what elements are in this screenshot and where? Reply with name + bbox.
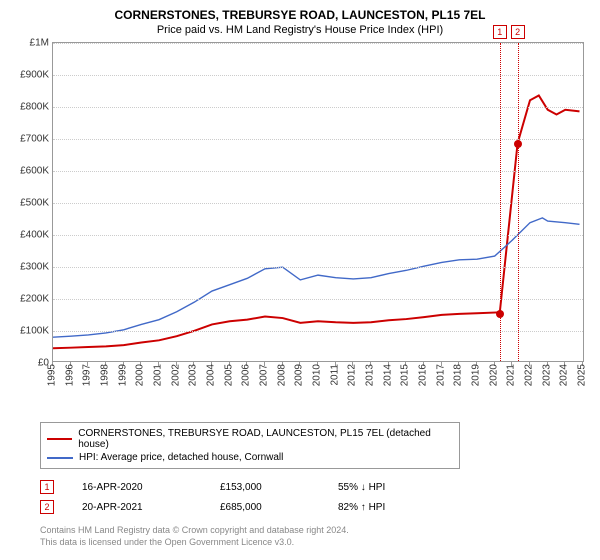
y-axis-label: £300K: [20, 262, 53, 273]
sale-row: 2 20-APR-2021 £685,000 82% ↑ HPI: [40, 497, 590, 517]
x-axis-label: 2013: [365, 364, 376, 386]
sale-row-price: £685,000: [220, 502, 310, 513]
gridline: [53, 171, 583, 172]
sale-row-index: 2: [40, 500, 54, 514]
footnote-line-1: Contains HM Land Registry data © Crown c…: [40, 525, 590, 537]
plot-area: £0£100K£200K£300K£400K£500K£600K£700K£80…: [52, 42, 584, 362]
sale-row-index: 1: [40, 480, 54, 494]
sale-row-date: 16-APR-2020: [82, 482, 192, 493]
gridline: [53, 299, 583, 300]
gridline: [53, 43, 583, 44]
y-axis-label: £600K: [20, 166, 53, 177]
x-axis-label: 2023: [541, 364, 552, 386]
x-axis-label: 2014: [382, 364, 393, 386]
sale-row: 1 16-APR-2020 £153,000 55% ↓ HPI: [40, 477, 590, 497]
x-axis-label: 2025: [577, 364, 588, 386]
x-axis-label: 2003: [188, 364, 199, 386]
gridline: [53, 235, 583, 236]
sale-marker: [514, 140, 522, 148]
sale-row-delta: 82% ↑ HPI: [338, 502, 385, 513]
sale-marker: [496, 310, 504, 318]
legend-item: HPI: Average price, detached house, Corn…: [47, 451, 453, 464]
gridline: [53, 267, 583, 268]
x-axis-label: 1999: [117, 364, 128, 386]
x-axis-label: 1998: [100, 364, 111, 386]
sale-row-price: £153,000: [220, 482, 310, 493]
sales-table: 1 16-APR-2020 £153,000 55% ↓ HPI 2 20-APR-202…: [40, 477, 590, 517]
x-axis-label: 2007: [259, 364, 270, 386]
x-axis-label: 1995: [47, 364, 58, 386]
x-axis-label: 2004: [206, 364, 217, 386]
chart-area: £0£100K£200K£300K£400K£500K£600K£700K£80…: [52, 42, 584, 390]
sale-index-marker: 2: [511, 25, 525, 39]
footnote-line-2: This data is licensed under the Open Gov…: [40, 537, 590, 549]
y-axis-label: £200K: [20, 294, 53, 305]
x-axis-label: 2001: [153, 364, 164, 386]
x-axis-label: 2024: [559, 364, 570, 386]
legend-label: CORNERSTONES, TREBURSYE ROAD, LAUNCESTON…: [78, 428, 453, 450]
x-axis-label: 2002: [170, 364, 181, 386]
x-axis-label: 2008: [276, 364, 287, 386]
y-axis-label: £800K: [20, 102, 53, 113]
footnote: Contains HM Land Registry data © Crown c…: [40, 525, 590, 548]
y-axis-label: £400K: [20, 230, 53, 241]
gridline: [53, 75, 583, 76]
legend-item: CORNERSTONES, TREBURSYE ROAD, LAUNCESTON…: [47, 427, 453, 451]
x-axis-label: 2018: [453, 364, 464, 386]
x-axis-label: 2006: [241, 364, 252, 386]
x-axis-label: 2020: [488, 364, 499, 386]
chart-title: CORNERSTONES, TREBURSYE ROAD, LAUNCESTON…: [10, 8, 590, 22]
x-axis-label: 2000: [135, 364, 146, 386]
sale-vline: [518, 43, 519, 361]
y-axis-label: £900K: [20, 70, 53, 81]
x-axis-label: 2005: [223, 364, 234, 386]
y-axis-label: £700K: [20, 134, 53, 145]
x-axis-label: 2019: [471, 364, 482, 386]
legend-swatch: [47, 457, 73, 459]
x-axis-label: 2015: [400, 364, 411, 386]
y-axis-label: £1M: [30, 38, 53, 49]
x-axis-label: 2009: [294, 364, 305, 386]
x-axis-label: 1997: [82, 364, 93, 386]
sale-row-delta: 55% ↓ HPI: [338, 482, 385, 493]
x-axis-label: 2011: [329, 364, 340, 386]
x-axis-label: 2021: [506, 364, 517, 386]
gridline: [53, 331, 583, 332]
x-axis-label: 2016: [418, 364, 429, 386]
gridline: [53, 107, 583, 108]
legend-swatch: [47, 438, 72, 440]
legend: CORNERSTONES, TREBURSYE ROAD, LAUNCESTON…: [40, 422, 460, 469]
gridline: [53, 139, 583, 140]
x-axis-label: 2012: [347, 364, 358, 386]
x-axis-label: 2010: [312, 364, 323, 386]
x-axis-label: 1996: [64, 364, 75, 386]
gridline: [53, 203, 583, 204]
sale-row-date: 20-APR-2021: [82, 502, 192, 513]
x-axis-label: 2017: [435, 364, 446, 386]
y-axis-label: £500K: [20, 198, 53, 209]
legend-label: HPI: Average price, detached house, Corn…: [79, 452, 283, 463]
y-axis-label: £100K: [20, 326, 53, 337]
x-axis-label: 2022: [524, 364, 535, 386]
sale-index-marker: 1: [493, 25, 507, 39]
